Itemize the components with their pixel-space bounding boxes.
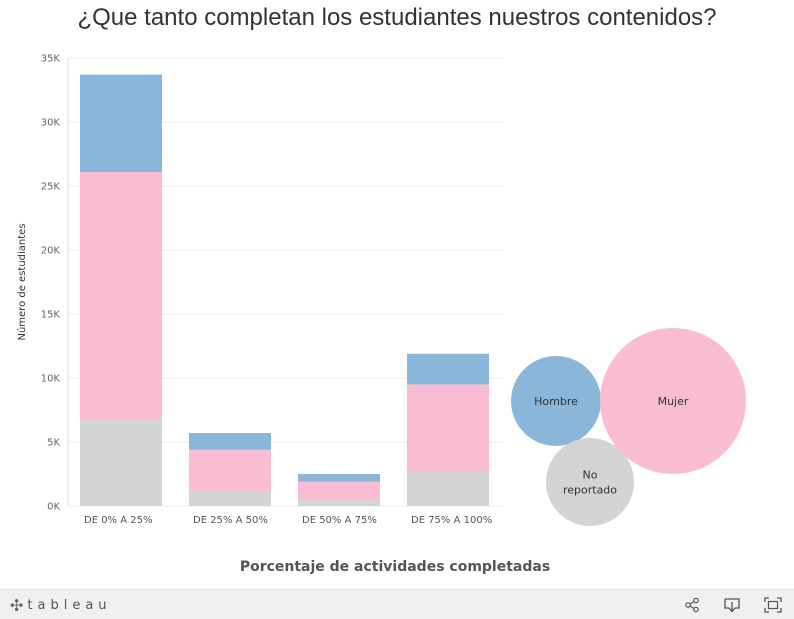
bubble-mujer[interactable] [600, 328, 746, 474]
axis-layer: 0K 5K 10K 15K 20K 25K 30K 35K DE 0% A 25% DE 25% … [16, 54, 550, 576]
tableau-logo[interactable]: ✣ tableau [10, 595, 112, 615]
share-icon [685, 597, 699, 613]
tableau-logo-text: tableau [27, 597, 112, 613]
bar-layer [80, 74, 489, 506]
chart-area: 0K 5K 10K 15K 20K 25K 30K 35K DE 0% A 25% DE 25% … [16, 54, 746, 576]
x-tick-label: DE 75% A 100% [411, 515, 492, 526]
y-tick-label: 5K [47, 438, 60, 449]
bar-segment-hombre[interactable] [189, 433, 271, 450]
bar-segment-no_reportado[interactable] [407, 471, 489, 506]
y-tick-label: 0K [47, 502, 60, 513]
share-button[interactable] [681, 594, 703, 616]
bubble-layer: Hombre Mujer No reportado [511, 328, 746, 526]
x-axis-title: Porcentaje de actividades completadas [240, 559, 550, 575]
bar-segment-mujer[interactable] [80, 171, 162, 419]
bubble-label: No reportado [563, 469, 617, 497]
page-title: ¿Que tanto completan los estudiantes nue… [77, 4, 717, 31]
bar-segment-no_reportado[interactable] [80, 418, 162, 506]
bubble-hombre[interactable] [511, 356, 601, 446]
bar-segment-hombre[interactable] [80, 74, 162, 172]
bar-segment-hombre[interactable] [407, 353, 489, 385]
bubble-label: Mujer [658, 395, 689, 408]
tableau-logo-icon: ✣ [10, 595, 24, 615]
bar-segment-mujer[interactable] [189, 449, 271, 491]
x-tick-label: DE 50% A 75% [302, 515, 377, 526]
footer-toolbar: ✣ tableau [0, 589, 794, 619]
fullscreen-icon [764, 597, 782, 613]
bubble-no_reportado[interactable] [546, 438, 634, 526]
y-tick-label: 35K [41, 54, 61, 65]
fullscreen-button[interactable] [762, 594, 784, 616]
bar-segment-no_reportado[interactable] [189, 490, 271, 506]
y-axis-title: Número de estudiantes [16, 223, 28, 340]
bar-segment-mujer[interactable] [407, 384, 489, 472]
y-tick-label: 30K [41, 118, 61, 129]
y-tick-label: 25K [41, 182, 61, 193]
x-tick-label: DE 0% A 25% [84, 515, 153, 526]
download-icon [724, 598, 740, 613]
x-tick-label: DE 25% A 50% [193, 515, 268, 526]
y-tick-label: 20K [41, 246, 61, 257]
bubble-label: Hombre [534, 395, 578, 408]
bar-segment-mujer[interactable] [298, 481, 380, 500]
download-button[interactable] [721, 594, 743, 616]
y-tick-label: 15K [41, 310, 61, 321]
bar-segment-no_reportado[interactable] [298, 499, 380, 506]
y-tick-label: 10K [41, 374, 61, 385]
bar-segment-hombre[interactable] [298, 474, 380, 482]
